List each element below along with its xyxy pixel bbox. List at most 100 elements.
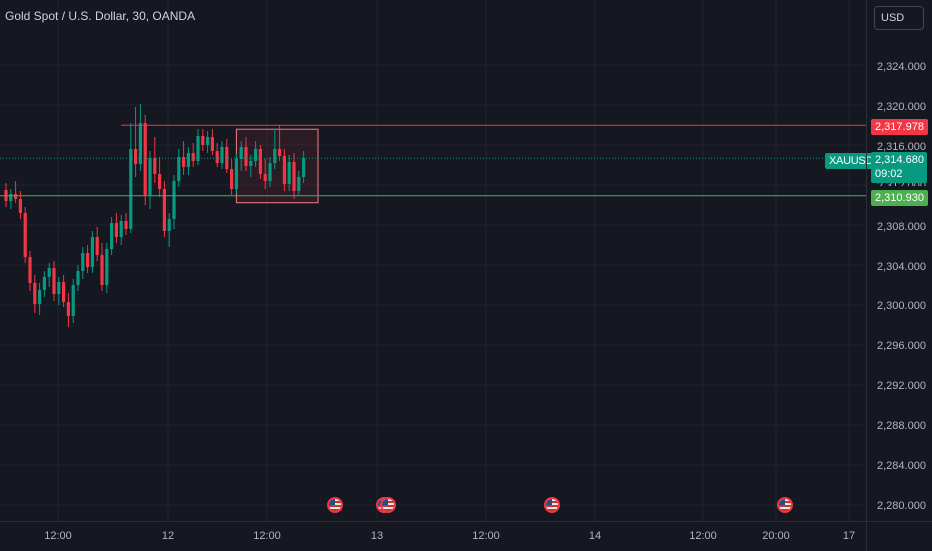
- candle-body: [100, 255, 104, 285]
- candle-body: [28, 257, 32, 283]
- candle-body: [182, 157, 186, 167]
- candle-body: [177, 157, 181, 181]
- candle-body: [110, 223, 114, 249]
- candle-body: [258, 149, 262, 174]
- candle-body: [143, 123, 147, 195]
- candle-body: [95, 237, 99, 255]
- candle-body: [263, 174, 267, 181]
- price-axis[interactable]: 2,324.000 2,320.000 2,316.000 2,312.000 …: [866, 0, 932, 521]
- candle-body: [167, 219, 171, 231]
- chart-area[interactable]: Gold Spot / U.S. Dollar, 30, OANDA XAUUS…: [0, 0, 878, 521]
- time-tick: 17: [842, 530, 856, 542]
- time-tick: 20:00: [762, 530, 790, 542]
- candle-body: [86, 253, 90, 267]
- candle-body: [52, 268, 56, 294]
- currency-button[interactable]: USD: [874, 6, 924, 30]
- candle-body: [124, 221, 128, 229]
- candle-body: [129, 149, 133, 229]
- price-tick: 2,284.000: [877, 460, 926, 472]
- candle-body: [206, 137, 210, 145]
- us-flag-icon[interactable]: [327, 497, 343, 513]
- time-tick: 12:00: [472, 530, 500, 542]
- last-price-tag: 2,314.680 09:02: [871, 152, 927, 183]
- candle-body: [18, 199, 22, 213]
- time-tick: 12: [161, 530, 175, 542]
- candle-body: [81, 253, 85, 271]
- price-tick: 2,292.000: [877, 380, 926, 392]
- candle-body: [225, 147, 229, 169]
- candle-body: [47, 268, 51, 277]
- candle-body: [71, 285, 75, 316]
- price-tick: 2,288.000: [877, 420, 926, 432]
- candle-body: [297, 177, 301, 191]
- support-price-tag: 2,310.930: [871, 190, 928, 206]
- candle-body: [254, 149, 258, 161]
- candle-body: [273, 149, 277, 163]
- time-tick: 12:00: [689, 530, 717, 542]
- candle-body: [153, 158, 157, 174]
- candle-body: [234, 159, 238, 189]
- us-flag-icon[interactable]: [544, 497, 560, 513]
- candle-body: [230, 169, 234, 189]
- candle-body: [302, 158, 306, 177]
- price-tick: 2,296.000: [877, 340, 926, 352]
- price-tick: 2,320.000: [877, 101, 926, 113]
- candle-body: [292, 162, 296, 191]
- candle-body: [134, 149, 138, 164]
- time-tick: 12:00: [44, 530, 72, 542]
- price-tick: 2,316.000: [877, 141, 926, 153]
- candle-body: [162, 189, 166, 231]
- resistance-price-tag: 2,317.978: [871, 119, 928, 135]
- candle-body: [57, 282, 61, 294]
- candle-body: [215, 151, 219, 163]
- price-tick: 2,300.000: [877, 300, 926, 312]
- candle-body: [220, 147, 224, 163]
- candle-body: [76, 271, 80, 285]
- price-tick: 2,304.000: [877, 261, 926, 273]
- candle-body: [138, 123, 142, 164]
- candle-body: [201, 136, 205, 145]
- candle-body: [90, 237, 94, 267]
- candle-body: [196, 136, 200, 161]
- consolidation-zone: [235, 128, 319, 204]
- time-tick: 14: [588, 530, 602, 542]
- last-price: 2,314.680: [875, 154, 924, 166]
- candle-body: [105, 249, 109, 285]
- candle-body: [186, 153, 190, 167]
- candle-body: [172, 181, 176, 219]
- candle-body: [66, 302, 70, 316]
- candle-body: [114, 223, 118, 237]
- price-tick: 2,324.000: [877, 61, 926, 73]
- candle-body: [14, 194, 18, 199]
- candle-body: [278, 149, 282, 156]
- us-flag-icon[interactable]: [777, 497, 793, 513]
- candle-body: [287, 162, 291, 184]
- price-tick: 2,308.000: [877, 221, 926, 233]
- candle-body: [148, 158, 152, 195]
- candle-body: [38, 290, 42, 304]
- candle-body: [249, 161, 253, 166]
- candle-body: [244, 147, 248, 166]
- symbol-tag: XAUUSD: [825, 153, 878, 169]
- candlestick-chart[interactable]: [0, 0, 866, 521]
- candle-body: [191, 153, 195, 161]
- candle-body: [33, 283, 37, 304]
- price-tick: 2,280.000: [877, 500, 926, 512]
- chart-title: Gold Spot / U.S. Dollar, 30, OANDA: [5, 9, 196, 23]
- candle-body: [42, 277, 46, 290]
- candle-body: [239, 147, 243, 159]
- candle-body: [9, 194, 13, 201]
- axis-corner: [866, 521, 932, 551]
- candle-body: [158, 174, 162, 189]
- price-tick: 2,312.000: [877, 180, 926, 192]
- us-flag-icon[interactable]: [380, 497, 396, 513]
- bar-countdown: 09:02: [875, 168, 903, 180]
- time-tick: 13: [370, 530, 384, 542]
- candle-body: [62, 282, 66, 302]
- candle-body: [268, 163, 272, 181]
- time-axis[interactable]: 12:00 12 12:00 13 12:00 14 12:00 20:00 1…: [0, 521, 866, 551]
- time-tick: 12:00: [253, 530, 281, 542]
- candle-body: [210, 137, 214, 151]
- candle-body: [282, 156, 286, 184]
- candle-body: [23, 213, 27, 257]
